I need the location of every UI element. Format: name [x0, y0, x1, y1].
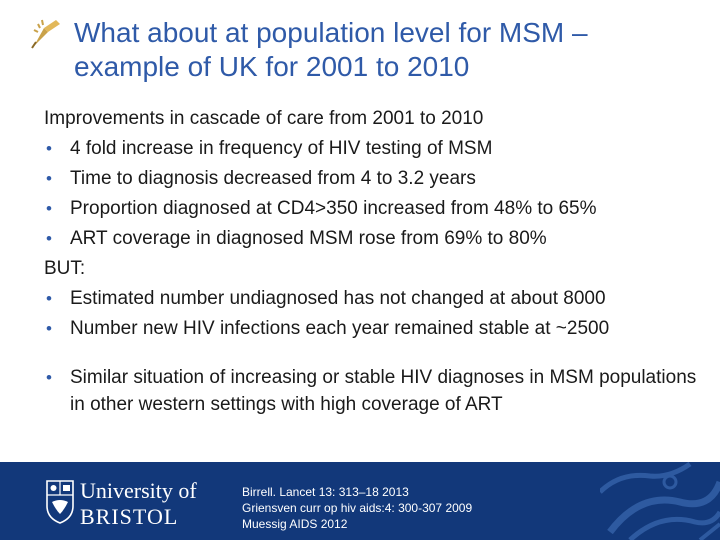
intro-text: Improvements in cascade of care from 200… [44, 108, 484, 129]
list-item: • Similar situation of increasing or sta… [44, 364, 710, 418]
title-line-2: example of UK for 2001 to 2010 [74, 51, 470, 82]
university-name-line-2: BRISTOL [80, 504, 179, 529]
bullet-icon: • [46, 368, 52, 387]
reference-item: Birrell. Lancet 13: 313–18 2013 [242, 485, 409, 499]
list-item-text: Similar situation of increasing or stabl… [70, 367, 697, 415]
bullet-icon: • [46, 229, 52, 248]
slide-body: Improvements in cascade of care from 200… [44, 104, 710, 418]
list-item-text: ART coverage in diagnosed MSM rose from … [70, 228, 547, 249]
footer-banner: University of BRISTOL Birrell. Lancet 13… [0, 462, 720, 540]
bullet-icon: • [46, 319, 52, 338]
list-item-text: Estimated number undiagnosed has not cha… [70, 288, 606, 309]
references: Birrell. Lancet 13: 313–18 2013 Griensve… [242, 484, 472, 532]
pen-nib-icon [31, 19, 60, 49]
list-item: • Time to diagnosis decreased from 4 to … [44, 164, 710, 194]
bullet-icon: • [46, 199, 52, 218]
list-item: • 4 fold increase in frequency of HIV te… [44, 134, 710, 164]
page-title: What about at population level for MSM –… [74, 16, 714, 84]
spacer [44, 344, 710, 364]
decorative-pattern [600, 462, 720, 540]
list-item: • Estimated number undiagnosed has not c… [44, 284, 710, 314]
bullet-icon: • [46, 169, 52, 188]
list-item-text: Time to diagnosis decreased from 4 to 3.… [70, 168, 476, 189]
reference-item: Muessig AIDS 2012 [242, 517, 348, 531]
bullet-icon: • [46, 289, 52, 308]
list-item-text: Proportion diagnosed at CD4>350 increase… [70, 198, 597, 219]
university-crest-icon [46, 480, 74, 524]
list-item: • ART coverage in diagnosed MSM rose fro… [44, 224, 710, 254]
list-item: • Number new HIV infections each year re… [44, 314, 710, 344]
list-item-text: Number new HIV infections each year rema… [70, 318, 610, 339]
bullet-icon: • [46, 139, 52, 158]
list-item-text: 4 fold increase in frequency of HIV test… [70, 138, 493, 159]
university-logo: University of BRISTOL [46, 478, 226, 532]
list-item: • Proportion diagnosed at CD4>350 increa… [44, 194, 710, 224]
but-label: BUT: [44, 258, 86, 279]
title-line-1: What about at population level for MSM – [74, 17, 588, 48]
reference-item: Griensven curr op hiv aids:4: 300-307 20… [242, 501, 473, 515]
university-name-line-1: University of [80, 478, 197, 503]
